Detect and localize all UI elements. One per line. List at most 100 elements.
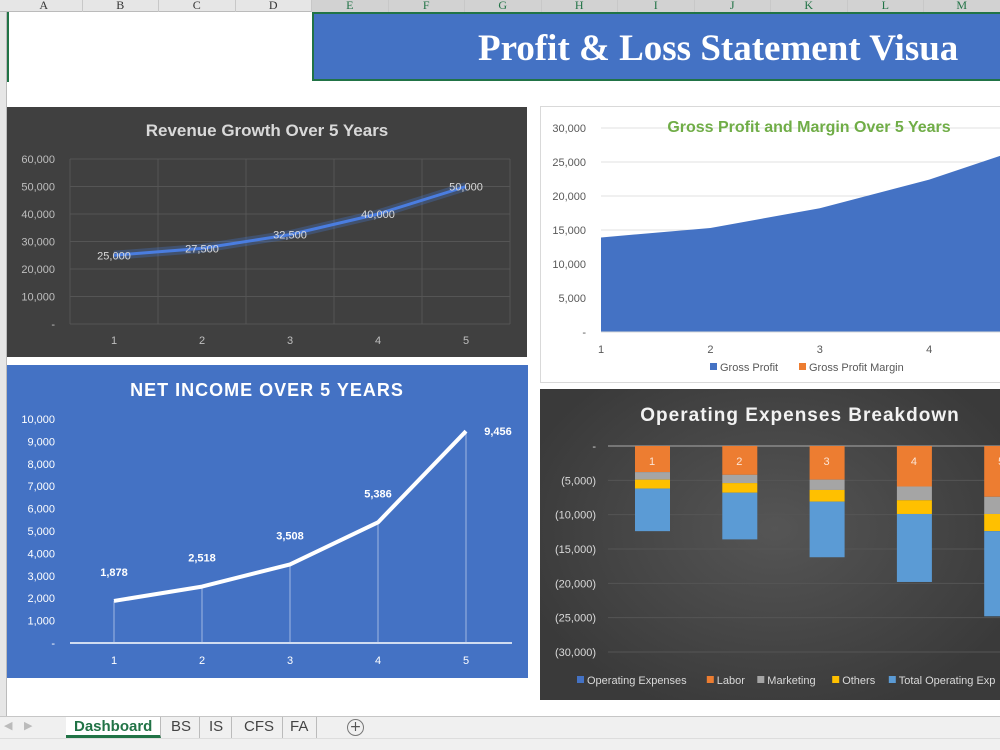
sheet-tab-bar: ◀ ▶ Dashboard BS IS CFS FA + bbox=[0, 716, 1000, 738]
x-tick-label: 3 bbox=[287, 655, 293, 667]
y-tick-label: - bbox=[51, 319, 55, 331]
bar-labor bbox=[635, 446, 670, 473]
tab-fa[interactable]: FA bbox=[282, 717, 318, 738]
data-label: 32,500 bbox=[273, 230, 307, 242]
column-header-J[interactable]: J bbox=[694, 0, 771, 12]
y-tick-label: 5,000 bbox=[27, 526, 55, 538]
column-header-H[interactable]: H bbox=[541, 0, 618, 12]
x-tick-label: 4 bbox=[926, 344, 932, 356]
x-tick-label: 4 bbox=[375, 335, 381, 347]
data-label: 40,000 bbox=[361, 209, 395, 221]
x-tick-label: 1 bbox=[598, 344, 604, 356]
tab-cfs[interactable]: CFS bbox=[236, 717, 283, 738]
x-tick-label: 2 bbox=[707, 344, 713, 356]
legend-swatch bbox=[757, 676, 765, 683]
column-header-D[interactable]: D bbox=[236, 0, 312, 12]
column-header-M[interactable]: M bbox=[924, 0, 1000, 12]
bar-marketing bbox=[984, 496, 1000, 514]
x-tick-label: 4 bbox=[375, 655, 381, 667]
legend-swatch bbox=[706, 676, 714, 683]
tab-is[interactable]: IS bbox=[201, 717, 233, 738]
column-header-F[interactable]: F bbox=[388, 0, 465, 12]
dashboard-title: Profit & Loss Statement Visua bbox=[478, 28, 959, 69]
y-tick-label: 60,000 bbox=[21, 154, 55, 166]
bar-others bbox=[984, 513, 1000, 532]
data-label: 27,500 bbox=[185, 243, 219, 255]
column-header-I[interactable]: I bbox=[618, 0, 695, 12]
y-tick-label: - bbox=[592, 441, 596, 453]
bar-total-operating-exp bbox=[984, 531, 1000, 617]
data-label: 2,518 bbox=[188, 553, 216, 565]
y-tick-label: 30,000 bbox=[552, 123, 586, 135]
bar-label: 5 bbox=[998, 456, 1000, 468]
operating-expenses-chart[interactable]: Operating Expenses Breakdown - (5,000) (10,… bbox=[540, 389, 1000, 700]
x-tick-label: 2 bbox=[199, 655, 205, 667]
column-header-K[interactable]: K bbox=[771, 0, 848, 12]
legend-label: Labor bbox=[717, 675, 745, 687]
x-tick-label: 2 bbox=[199, 335, 205, 347]
cell-selection[interactable] bbox=[7, 12, 312, 82]
series-glow bbox=[113, 182, 468, 260]
x-tick-label: 1 bbox=[111, 655, 117, 667]
column-header-C[interactable]: C bbox=[159, 0, 236, 12]
dashboard-title-banner[interactable]: Profit & Loss Statement Visua bbox=[312, 12, 1000, 81]
data-label: 1,878 bbox=[100, 567, 128, 579]
y-tick-label: (15,000) bbox=[555, 544, 596, 556]
bar-label: 4 bbox=[911, 456, 917, 468]
y-tick-label: 7,000 bbox=[27, 481, 55, 493]
revenue-chart[interactable]: Revenue Growth Over 5 Years - 10,000 20,000… bbox=[7, 107, 527, 357]
legend-swatch bbox=[710, 363, 717, 370]
status-bar bbox=[0, 738, 1000, 750]
y-tick-label: 50,000 bbox=[21, 182, 55, 194]
bar-labor bbox=[984, 446, 1000, 497]
y-tick-label: 5,000 bbox=[558, 293, 586, 305]
bar-labor bbox=[722, 446, 758, 475]
y-tick-label: 15,000 bbox=[552, 225, 586, 237]
tab-bs[interactable]: BS bbox=[163, 717, 201, 738]
y-tick-label: 6,000 bbox=[27, 504, 55, 516]
column-header-A[interactable]: A bbox=[6, 0, 83, 12]
bar-labor bbox=[896, 446, 932, 487]
bar-marketing bbox=[722, 474, 758, 484]
column-header-B[interactable]: B bbox=[83, 0, 159, 12]
legend-swatch bbox=[888, 676, 896, 683]
y-tick-label: 10,000 bbox=[21, 414, 55, 426]
legend-label: Operating Expenses bbox=[587, 675, 687, 687]
gross-profit-chart[interactable]: - 5,000 10,000 15,000 20,000 25,000 30,000 Gros… bbox=[540, 106, 1000, 383]
plus-circle-icon[interactable]: + bbox=[347, 719, 364, 736]
x-tick-label: 5 bbox=[463, 335, 469, 347]
row-header-bar bbox=[0, 12, 7, 716]
legend-label: Total Operating Exp bbox=[899, 675, 996, 687]
y-tick-label: 3,000 bbox=[27, 571, 55, 583]
y-tick-label: 4,000 bbox=[27, 548, 55, 560]
y-tick-label: 20,000 bbox=[21, 264, 55, 276]
net-income-chart[interactable]: NET INCOME OVER 5 YEARS - 1,000 2,000 3,000 4… bbox=[7, 365, 528, 678]
x-tick-label: 3 bbox=[287, 335, 293, 347]
column-header-L[interactable]: L bbox=[847, 0, 924, 12]
y-tick-label: 10,000 bbox=[21, 292, 55, 304]
y-tick-label: 20,000 bbox=[552, 191, 586, 203]
data-label: 50,000 bbox=[449, 182, 483, 194]
chart-title: Operating Expenses Breakdown bbox=[640, 405, 959, 426]
legend-swatch bbox=[577, 676, 584, 683]
bar-total-operating-exp bbox=[896, 513, 932, 582]
bar-label: 3 bbox=[824, 456, 830, 468]
bar-label: 1 bbox=[649, 456, 655, 468]
scroll-left-icon[interactable]: ◀ bbox=[4, 719, 13, 732]
y-tick-label: (20,000) bbox=[555, 578, 596, 590]
bar-others bbox=[896, 500, 932, 514]
y-tick-label: 30,000 bbox=[21, 237, 55, 249]
data-label: 3,508 bbox=[276, 530, 304, 542]
tab-dashboard[interactable]: Dashboard bbox=[66, 717, 162, 738]
bar-marketing bbox=[635, 472, 670, 480]
legend-swatch bbox=[799, 363, 806, 370]
bar-others bbox=[809, 489, 845, 502]
bar-marketing bbox=[809, 479, 845, 490]
revenue-line bbox=[113, 185, 467, 257]
legend-label: Others bbox=[842, 675, 876, 687]
legend-label: Marketing bbox=[767, 675, 815, 687]
column-header-G[interactable]: G bbox=[465, 0, 542, 12]
data-label: 25,000 bbox=[97, 250, 131, 262]
column-header-E[interactable]: E bbox=[312, 0, 389, 12]
scroll-right-icon[interactable]: ▶ bbox=[24, 719, 33, 732]
